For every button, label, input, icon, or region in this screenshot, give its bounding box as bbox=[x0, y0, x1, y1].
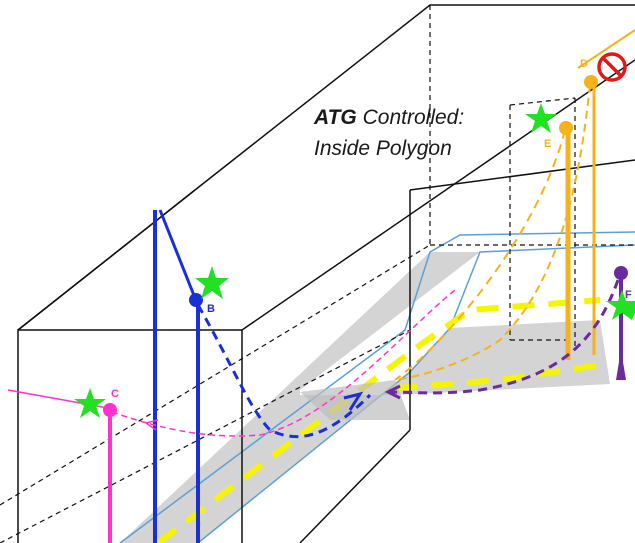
caption-bold: ATG bbox=[314, 106, 357, 129]
point-c-label: C bbox=[111, 388, 119, 400]
road-centerline bbox=[156, 297, 601, 543]
caption-line2: Inside Polygon bbox=[314, 137, 452, 160]
point-f-marker bbox=[614, 266, 628, 280]
point-d-label: D bbox=[580, 58, 588, 70]
point-b-label: B bbox=[207, 303, 215, 315]
point-e-marker bbox=[559, 121, 573, 135]
path-d-e: D E bbox=[394, 29, 635, 381]
stars bbox=[74, 103, 635, 418]
point-c-marker bbox=[103, 403, 117, 417]
path-c: C bbox=[7, 289, 456, 543]
path-f: F bbox=[384, 266, 632, 400]
point-b-marker bbox=[189, 293, 203, 307]
path-b: B bbox=[153, 209, 372, 543]
top-volume-box bbox=[17, 4, 635, 543]
prohibited-icon bbox=[597, 52, 627, 82]
point-d-marker bbox=[584, 75, 598, 89]
point-e-label: E bbox=[544, 138, 551, 150]
star-icon bbox=[195, 266, 229, 299]
hidden-edges bbox=[0, 5, 635, 543]
diagram-caption: ATG Controlled: Inside Polygon bbox=[314, 102, 544, 164]
star-icon bbox=[74, 388, 106, 418]
point-f-label: F bbox=[625, 289, 632, 301]
caption-line1: Controlled: bbox=[362, 106, 465, 129]
star-icon bbox=[606, 290, 635, 320]
star-icon bbox=[525, 103, 557, 133]
